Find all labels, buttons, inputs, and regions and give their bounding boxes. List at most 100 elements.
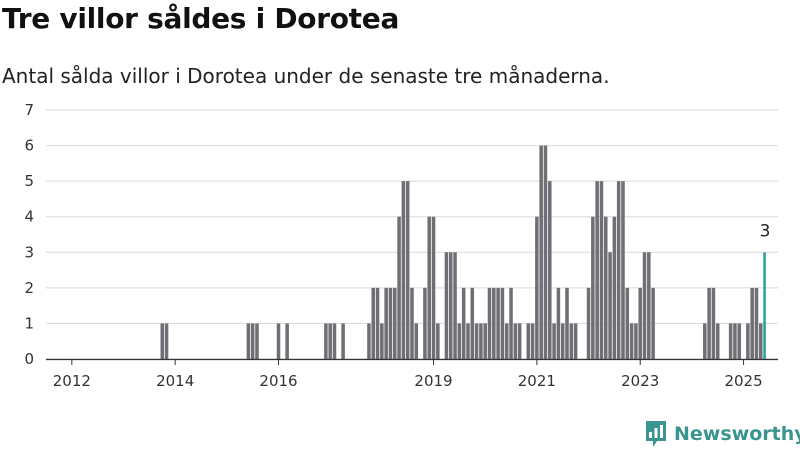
bar <box>457 323 462 359</box>
y-tick-label: 7 <box>24 101 34 119</box>
bar <box>324 323 328 359</box>
value-annotation: 3 <box>760 221 771 241</box>
bar <box>250 323 255 359</box>
bar <box>160 323 165 359</box>
bar <box>470 287 475 359</box>
y-tick-label: 3 <box>24 243 34 261</box>
brand: Newsworthy <box>644 419 800 449</box>
bar <box>543 145 548 359</box>
bar <box>431 216 436 359</box>
chart-title: Tre villor såldes i Dorotea <box>2 2 400 35</box>
x-tick-label: 2014 <box>156 372 194 390</box>
bar <box>164 323 169 359</box>
bar <box>526 323 531 359</box>
bar <box>612 216 617 359</box>
bar <box>500 287 505 359</box>
bar <box>754 287 759 359</box>
bar <box>552 323 556 359</box>
bar <box>405 181 410 359</box>
x-tick-label: 2025 <box>724 372 762 390</box>
bar <box>380 323 384 359</box>
bar <box>750 287 754 359</box>
bar <box>586 287 591 359</box>
bar <box>530 323 535 359</box>
bar <box>453 252 457 359</box>
bar <box>367 323 371 359</box>
x-tick-label: 2016 <box>259 372 297 390</box>
bar <box>423 287 427 359</box>
bar <box>375 287 380 359</box>
y-tick-label: 6 <box>24 137 34 155</box>
highlight-bar <box>763 252 766 359</box>
bar <box>638 287 642 359</box>
bar <box>517 323 522 359</box>
bar <box>285 323 289 359</box>
bar <box>616 181 621 359</box>
bar <box>427 216 431 359</box>
bar <box>715 323 720 359</box>
bar <box>539 145 543 359</box>
bar <box>746 323 750 359</box>
bar <box>733 323 737 359</box>
x-tick-label: 2021 <box>518 372 556 390</box>
x-tick-label: 2019 <box>414 372 452 390</box>
bar <box>565 287 569 359</box>
bar <box>560 323 565 359</box>
bar <box>255 323 259 359</box>
bar <box>621 181 625 359</box>
bar <box>410 287 414 359</box>
chart-subtitle: Antal sålda villor i Dorotea under de se… <box>2 64 610 88</box>
bar <box>436 323 440 359</box>
bar <box>332 323 337 359</box>
bar <box>371 287 376 359</box>
bar <box>651 287 655 359</box>
newsworthy-logo-icon <box>646 421 666 447</box>
bar <box>642 252 647 359</box>
bar <box>535 216 539 359</box>
bar <box>397 216 401 359</box>
bar <box>737 323 742 359</box>
x-tick-label: 2023 <box>621 372 659 390</box>
bar <box>483 323 487 359</box>
bar <box>634 323 638 359</box>
bar <box>341 323 345 359</box>
bar <box>466 323 470 359</box>
bar <box>448 252 453 359</box>
bar <box>388 287 393 359</box>
bar <box>608 252 612 359</box>
bar <box>492 287 496 359</box>
bar <box>384 287 388 359</box>
bar <box>328 323 332 359</box>
bar <box>548 181 552 359</box>
bar <box>556 287 561 359</box>
bar <box>629 323 634 359</box>
bar <box>573 323 578 359</box>
bar <box>707 287 711 359</box>
y-tick-label: 2 <box>24 279 34 297</box>
bar <box>401 181 406 359</box>
bar <box>444 252 449 359</box>
bar <box>728 323 733 359</box>
bar <box>513 323 518 359</box>
y-tick-label: 1 <box>24 314 34 332</box>
brand-name: Newsworthy <box>674 423 800 445</box>
y-tick-label: 0 <box>24 350 34 368</box>
bar <box>246 323 251 359</box>
bar <box>625 287 630 359</box>
y-tick-label: 5 <box>24 172 34 190</box>
bar <box>595 181 599 359</box>
bar <box>496 287 500 359</box>
bar <box>479 323 483 359</box>
bar <box>461 287 466 359</box>
x-tick-label: 2012 <box>53 372 91 390</box>
bar <box>474 323 479 359</box>
bar <box>603 216 608 359</box>
bar <box>276 323 281 359</box>
bar <box>414 323 419 359</box>
bar <box>569 323 574 359</box>
bar <box>509 287 513 359</box>
bar <box>599 181 604 359</box>
bar <box>647 252 651 359</box>
bar <box>504 323 509 359</box>
bar <box>487 287 492 359</box>
